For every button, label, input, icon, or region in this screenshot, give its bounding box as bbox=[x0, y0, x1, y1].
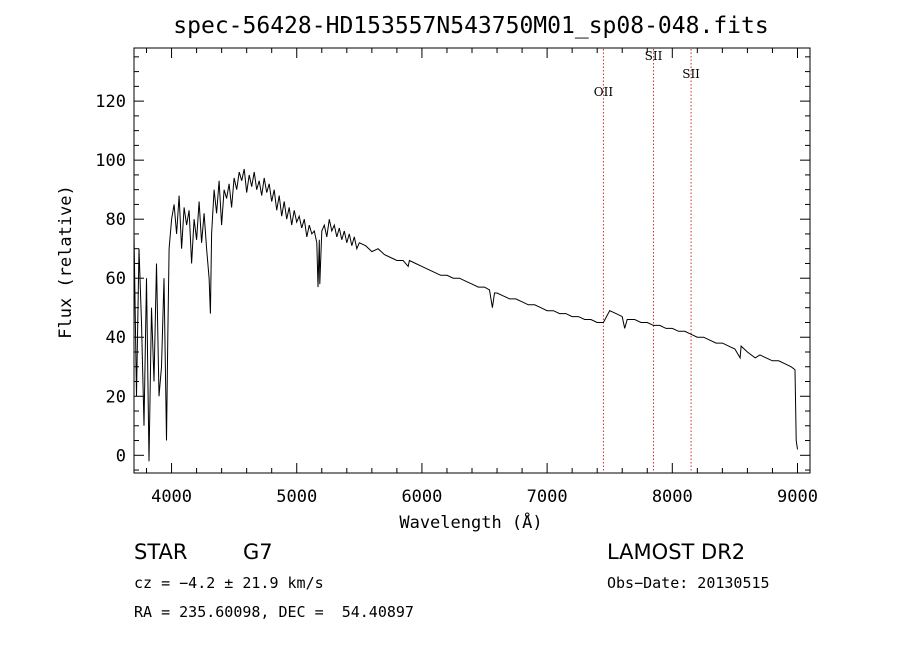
y-tick-label: 100 bbox=[95, 151, 126, 171]
object-subclass: G7 bbox=[243, 540, 273, 564]
observation-date: Obs−Date: 20130515 bbox=[607, 574, 770, 592]
chart-title: spec-56428-HD153557N543750M01_sp08-048.f… bbox=[173, 13, 768, 39]
coordinates: RA = 235.60098, DEC = 54.40897 bbox=[134, 603, 414, 621]
x-tick-label: 7000 bbox=[527, 487, 568, 507]
y-tick-label: 0 bbox=[116, 446, 126, 466]
object-class: STAR bbox=[134, 540, 188, 564]
y-tick-label: 60 bbox=[106, 269, 126, 289]
y-tick-label: 40 bbox=[106, 328, 126, 348]
plot-frame bbox=[133, 47, 811, 474]
survey-name: LAMOST DR2 bbox=[607, 540, 746, 564]
x-tick-label: 6000 bbox=[401, 487, 442, 507]
spectrum-chart: spec-56428-HD153557N543750M01_sp08-048.f… bbox=[56, 13, 818, 533]
annotation-label: SII bbox=[645, 49, 663, 63]
y-tick-label: 120 bbox=[95, 92, 126, 112]
x-axis-label: Wavelength (Å) bbox=[399, 511, 542, 533]
y-axis-label: Flux (relative) bbox=[56, 185, 76, 339]
y-tick-label: 20 bbox=[106, 387, 126, 407]
x-tick-label: 9000 bbox=[777, 487, 818, 507]
y-tick-label: 80 bbox=[106, 210, 126, 230]
annotation-label: OII bbox=[594, 85, 614, 99]
x-tick-label: 5000 bbox=[276, 487, 317, 507]
line-annotations: OII SII SII bbox=[594, 49, 700, 472]
annotation-label: SII bbox=[682, 67, 700, 81]
x-tick-label: 4000 bbox=[151, 487, 192, 507]
redshift-cz: cz = −4.2 ± 21.9 km/s bbox=[134, 574, 324, 592]
spectrum-series-line bbox=[133, 168, 798, 462]
x-tick-label: 8000 bbox=[652, 487, 693, 507]
axis-ticks: 4000 5000 6000 7000 8000 9000 0 20 40 60 80 100 120 bbox=[95, 48, 818, 507]
